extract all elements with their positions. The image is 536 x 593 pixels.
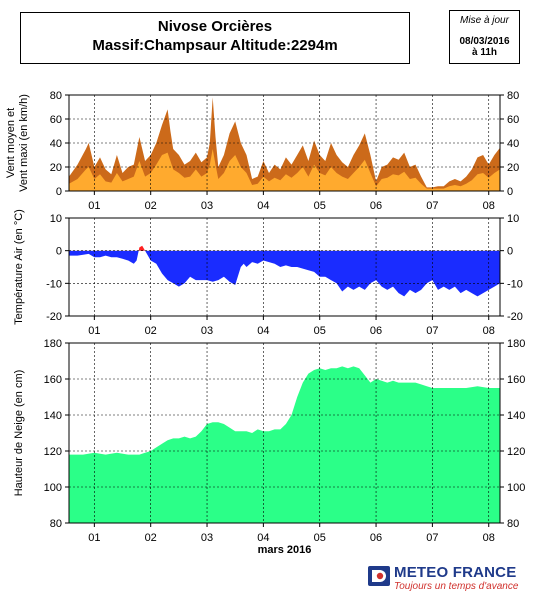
series-temperature-negative-area bbox=[69, 250, 500, 297]
station-title: Nivose Orcières bbox=[157, 18, 273, 35]
y-tick-label-left: 80 bbox=[50, 90, 62, 102]
y-tick-label-left: 20 bbox=[50, 162, 62, 174]
y-tick-label-right: 20 bbox=[507, 162, 519, 174]
y-tick-label-left: 180 bbox=[44, 338, 62, 350]
y-axis-label: Hauteur de Neige (en cm) bbox=[13, 370, 25, 497]
x-tick-label: 03 bbox=[201, 325, 213, 337]
temperature-negative-group bbox=[69, 250, 500, 297]
temperature-positive-group bbox=[138, 245, 146, 251]
meteo-france-logo-icon bbox=[368, 566, 390, 586]
y-tick-label-left: -20 bbox=[46, 311, 62, 323]
x-tick-label: 05 bbox=[314, 532, 326, 544]
title-box: Nivose Orcières Massif:Champsaur Altitud… bbox=[20, 12, 410, 64]
x-tick-label: 08 bbox=[483, 325, 495, 337]
x-tick-label: 01 bbox=[88, 200, 100, 212]
y-tick-label-right: 10 bbox=[507, 213, 519, 225]
logo-slogan: Toujours un temps d'avance bbox=[394, 581, 519, 592]
y-tick-label-right: 40 bbox=[507, 138, 519, 150]
y-tick-label-right: 60 bbox=[507, 114, 519, 126]
y-tick-label-right: 0 bbox=[507, 186, 513, 198]
update-box: Mise à jour 08/03/2016 à 11h bbox=[449, 10, 520, 64]
plot-marks bbox=[69, 245, 500, 297]
y-tick-label-left: 160 bbox=[44, 374, 62, 386]
plot-marks bbox=[69, 97, 500, 191]
y-tick-label-left: 140 bbox=[44, 410, 62, 422]
plot-frame bbox=[68, 342, 501, 524]
y-tick-label-right: 0 bbox=[507, 246, 513, 258]
y-tick-label-left: 0 bbox=[56, 186, 62, 198]
y-tick-label-left: 0 bbox=[56, 246, 62, 258]
update-label: Mise à jour bbox=[460, 15, 509, 26]
x-tick-label: 06 bbox=[370, 532, 382, 544]
x-tick-label: 01 bbox=[88, 325, 100, 337]
y-tick-label-left: 100 bbox=[44, 482, 62, 494]
x-tick-label: 04 bbox=[257, 200, 269, 212]
x-tick-label: 05 bbox=[314, 325, 326, 337]
y-tick-label-right: 80 bbox=[507, 518, 519, 530]
x-tick-label: 07 bbox=[426, 532, 438, 544]
x-tick-label: 01 bbox=[88, 532, 100, 544]
y-tick-label-right: 80 bbox=[507, 90, 519, 102]
y-tick-label-right: -20 bbox=[507, 311, 523, 323]
x-tick-label: 05 bbox=[314, 200, 326, 212]
x-axis-label: mars 2016 bbox=[258, 544, 312, 556]
chart-panel-2: -20 -20 -10 -10 0 0 10 10 01 02 03 04 05 06 07 08 Tempér… bbox=[13, 209, 523, 337]
chart-panel-3: 80 80 100 100 120 120 140 140 160 160 180 180 01 02 03… bbox=[13, 338, 525, 556]
x-tick-label: 07 bbox=[426, 200, 438, 212]
y-tick-label-left: -10 bbox=[46, 278, 62, 290]
x-tick-label: 08 bbox=[483, 200, 495, 212]
series-wind-mean-area bbox=[69, 149, 500, 191]
y-tick-label-right: 140 bbox=[507, 410, 525, 422]
y-axis-label: Vent maxi (en km/h) bbox=[18, 94, 30, 192]
logo-name: METEO FRANCE bbox=[394, 564, 517, 581]
series-temperature-positive-area bbox=[138, 245, 146, 251]
x-tick-label: 04 bbox=[257, 532, 269, 544]
y-axis-label: Vent moyen et bbox=[5, 108, 17, 178]
x-tick-label: 06 bbox=[370, 325, 382, 337]
y-tick-label-right: 100 bbox=[507, 482, 525, 494]
y-tick-label-right: -10 bbox=[507, 278, 523, 290]
x-tick-label: 08 bbox=[483, 532, 495, 544]
x-tick-label: 07 bbox=[426, 325, 438, 337]
y-tick-label-right: 160 bbox=[507, 374, 525, 386]
plot-frame bbox=[68, 217, 501, 317]
x-tick-label: 04 bbox=[257, 325, 269, 337]
y-axis-label: Température Air (en °C) bbox=[13, 209, 25, 325]
chart-panel-1: 0 0 20 20 40 40 60 60 80 80 01 02 03 04 05 06 07 08 Vent m… bbox=[5, 90, 519, 212]
x-tick-label: 06 bbox=[370, 200, 382, 212]
station-subtitle: Massif:Champsaur Altitude:2294m bbox=[92, 37, 338, 54]
x-tick-label: 03 bbox=[201, 200, 213, 212]
meteo-france-logo[interactable]: METEO FRANCE Toujours un temps d'avance bbox=[368, 563, 536, 593]
series-wind-max-area bbox=[69, 97, 500, 191]
x-tick-label: 03 bbox=[201, 532, 213, 544]
plot-marks bbox=[69, 366, 500, 523]
y-tick-label-left: 40 bbox=[50, 138, 62, 150]
series-snow-depth-area bbox=[69, 366, 500, 523]
y-tick-label-left: 80 bbox=[50, 518, 62, 530]
x-tick-label: 02 bbox=[145, 200, 157, 212]
y-tick-label-left: 60 bbox=[50, 114, 62, 126]
y-tick-label-right: 180 bbox=[507, 338, 525, 350]
update-date: 08/03/2016 bbox=[459, 36, 510, 47]
x-tick-label: 02 bbox=[145, 532, 157, 544]
y-tick-label-left: 120 bbox=[44, 446, 62, 458]
update-time: à 11h bbox=[471, 47, 498, 58]
y-tick-label-right: 120 bbox=[507, 446, 525, 458]
y-tick-label-left: 10 bbox=[50, 213, 62, 225]
x-tick-label: 02 bbox=[145, 325, 157, 337]
